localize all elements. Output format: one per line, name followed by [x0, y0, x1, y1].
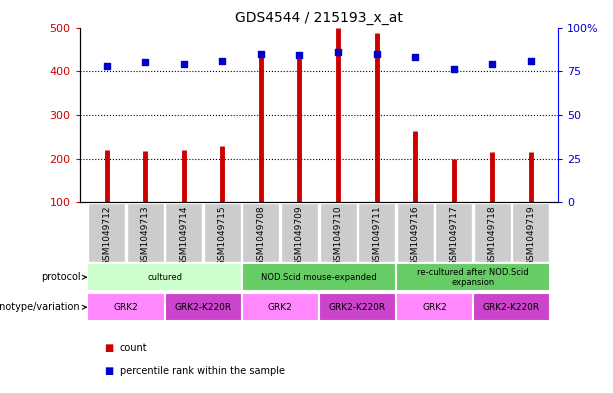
FancyBboxPatch shape	[204, 203, 241, 262]
Point	[410, 54, 420, 61]
FancyBboxPatch shape	[512, 203, 549, 262]
Text: GSM1049712: GSM1049712	[102, 205, 111, 266]
Text: ■: ■	[104, 343, 113, 353]
Point	[179, 61, 189, 67]
FancyBboxPatch shape	[473, 293, 550, 321]
Text: cultured: cultured	[147, 273, 182, 282]
FancyBboxPatch shape	[88, 293, 164, 321]
FancyBboxPatch shape	[281, 203, 318, 262]
Point	[487, 61, 497, 67]
Text: GRK2-K220R: GRK2-K220R	[175, 303, 232, 312]
Text: GSM1049711: GSM1049711	[372, 205, 381, 266]
Text: GSM1049715: GSM1049715	[218, 205, 227, 266]
FancyBboxPatch shape	[319, 293, 396, 321]
Text: GRK2: GRK2	[422, 303, 447, 312]
Text: GSM1049719: GSM1049719	[527, 205, 535, 266]
Point	[218, 57, 227, 64]
Text: GRK2-K220R: GRK2-K220R	[329, 303, 386, 312]
Text: re-cultured after NOD.Scid
expansion: re-cultured after NOD.Scid expansion	[417, 268, 529, 287]
Point	[140, 59, 150, 66]
FancyBboxPatch shape	[435, 203, 472, 262]
FancyBboxPatch shape	[242, 293, 319, 321]
FancyBboxPatch shape	[396, 293, 473, 321]
Text: GSM1049716: GSM1049716	[411, 205, 420, 266]
Text: GSM1049709: GSM1049709	[295, 205, 304, 266]
Point	[526, 57, 536, 64]
Title: GDS4544 / 215193_x_at: GDS4544 / 215193_x_at	[235, 11, 403, 25]
Text: GRK2: GRK2	[113, 303, 139, 312]
FancyBboxPatch shape	[397, 203, 433, 262]
Point	[371, 51, 381, 57]
FancyBboxPatch shape	[88, 203, 125, 262]
Point	[102, 63, 112, 69]
FancyBboxPatch shape	[358, 203, 395, 262]
Text: GSM1049713: GSM1049713	[141, 205, 150, 266]
FancyBboxPatch shape	[164, 293, 242, 321]
Point	[295, 52, 305, 59]
Text: GSM1049708: GSM1049708	[256, 205, 265, 266]
Point	[256, 51, 266, 57]
Point	[333, 49, 343, 55]
FancyBboxPatch shape	[474, 203, 511, 262]
Text: percentile rank within the sample: percentile rank within the sample	[120, 366, 284, 376]
Text: NOD.Scid mouse-expanded: NOD.Scid mouse-expanded	[261, 273, 376, 282]
Point	[449, 66, 459, 73]
Text: ■: ■	[104, 366, 113, 376]
Text: GSM1049714: GSM1049714	[179, 205, 188, 266]
Text: GSM1049710: GSM1049710	[333, 205, 343, 266]
Text: genotype/variation: genotype/variation	[0, 302, 86, 312]
FancyBboxPatch shape	[242, 263, 396, 291]
FancyBboxPatch shape	[319, 203, 357, 262]
Text: GRK2: GRK2	[268, 303, 292, 312]
FancyBboxPatch shape	[242, 203, 280, 262]
FancyBboxPatch shape	[396, 263, 550, 291]
FancyBboxPatch shape	[127, 203, 164, 262]
Text: protocol: protocol	[41, 272, 86, 282]
Text: GSM1049718: GSM1049718	[488, 205, 497, 266]
FancyBboxPatch shape	[88, 263, 242, 291]
Text: GSM1049717: GSM1049717	[449, 205, 459, 266]
Text: GRK2-K220R: GRK2-K220R	[483, 303, 540, 312]
Text: count: count	[120, 343, 147, 353]
FancyBboxPatch shape	[166, 203, 202, 262]
